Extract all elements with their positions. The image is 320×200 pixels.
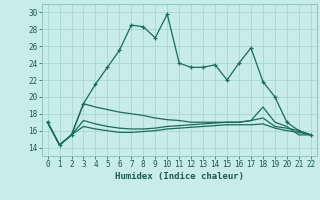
X-axis label: Humidex (Indice chaleur): Humidex (Indice chaleur)	[115, 172, 244, 181]
